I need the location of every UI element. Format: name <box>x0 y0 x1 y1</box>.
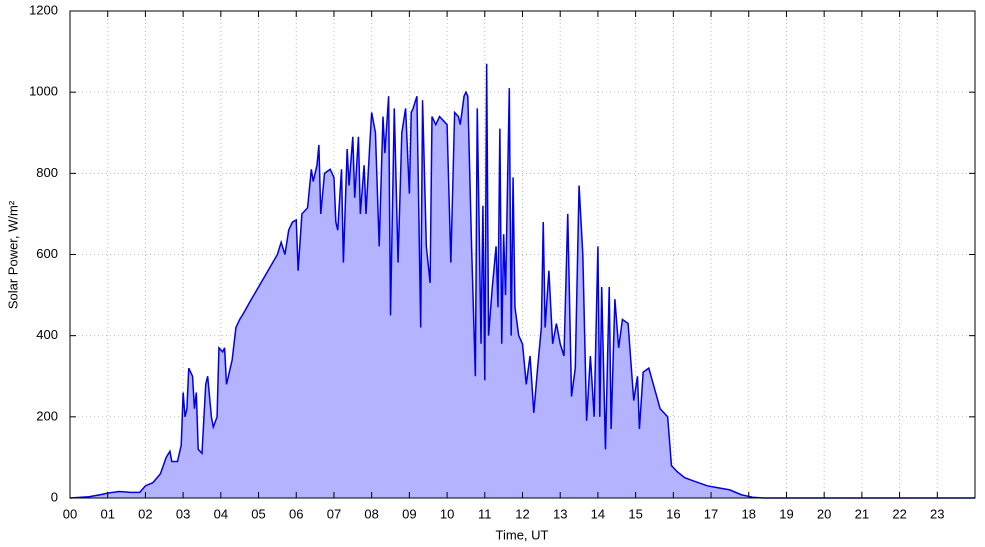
x-tick-label: 01 <box>100 506 114 521</box>
x-tick-label: 16 <box>666 506 680 521</box>
x-tick-label: 08 <box>364 506 378 521</box>
x-tick-label: 19 <box>779 506 793 521</box>
y-axis-label: Solar Power, W/m² <box>5 200 20 309</box>
x-tick-label: 18 <box>742 506 756 521</box>
x-tick-label: 10 <box>440 506 454 521</box>
x-tick-label: 12 <box>515 506 529 521</box>
area <box>70 63 975 498</box>
x-tick-label: 04 <box>214 506 228 521</box>
x-axis-label: Time, UT <box>496 527 549 542</box>
x-tick-label: 14 <box>591 506 605 521</box>
x-tick-label: 13 <box>553 506 567 521</box>
y-tick-label: 1200 <box>29 2 58 17</box>
x-tick-label: 00 <box>63 506 77 521</box>
x-tick-label: 03 <box>176 506 190 521</box>
y-tick-label: 0 <box>51 489 58 504</box>
y-tick-label: 200 <box>36 408 58 423</box>
x-tick-label: 20 <box>817 506 831 521</box>
x-tick-label: 11 <box>478 506 492 521</box>
x-tick-label: 02 <box>138 506 152 521</box>
x-tick-label: 09 <box>402 506 416 521</box>
line <box>69 63 975 499</box>
y-tick-label: 800 <box>36 165 58 180</box>
y-tick-label: 400 <box>36 327 58 342</box>
x-tick-label: 23 <box>930 506 944 521</box>
x-tick-label: 22 <box>892 506 906 521</box>
x-tick-label: 15 <box>628 506 642 521</box>
x-tick-label: 17 <box>704 506 718 521</box>
y-tick-label: 1000 <box>29 84 58 99</box>
x-tick-label: 21 <box>855 506 869 521</box>
x-tick-label: 06 <box>289 506 303 521</box>
x-tick-label: 05 <box>251 506 265 521</box>
x-tick-label: 07 <box>327 506 341 521</box>
y-tick-label: 600 <box>36 246 58 261</box>
